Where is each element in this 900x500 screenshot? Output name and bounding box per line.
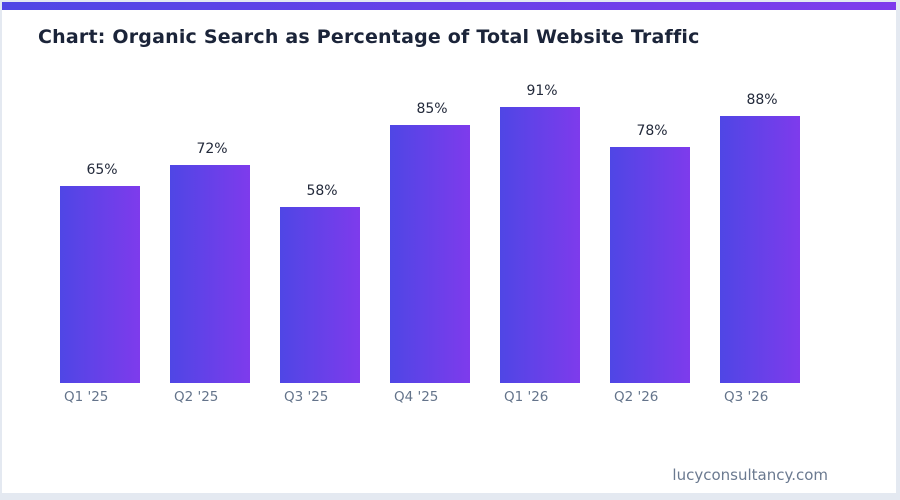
bar-chart-plot-area: 65% Q1 '25 72% Q2 '25 58% Q3 '25 85% Q4 '25 91% Q… <box>2 2 896 493</box>
bar <box>500 107 580 383</box>
chart-title: Chart: Organic Search as Percentage of T… <box>38 26 700 48</box>
bar-value-label: 85% <box>416 101 448 117</box>
x-axis-label: Q1 '26 <box>504 389 549 405</box>
bar-value-label: 65% <box>86 162 118 178</box>
x-axis-label: Q3 '25 <box>284 389 329 405</box>
bar-value-label: 91% <box>526 83 558 99</box>
x-axis-label: Q1 '25 <box>64 389 109 405</box>
x-axis-label: Q4 '25 <box>394 389 439 405</box>
bar <box>170 165 250 383</box>
bar-value-label: 58% <box>306 183 338 199</box>
x-axis-label: Q3 '26 <box>724 389 769 405</box>
footer-watermark: lucyconsultancy.com <box>672 466 828 484</box>
bar <box>610 147 690 383</box>
bar <box>60 186 140 383</box>
bar <box>390 125 470 383</box>
accent-bar <box>2 2 896 10</box>
bar-value-label: 72% <box>196 141 228 157</box>
x-axis-label: Q2 '25 <box>174 389 219 405</box>
bar <box>280 207 360 383</box>
bar <box>720 116 800 383</box>
x-axis-label: Q2 '26 <box>614 389 659 405</box>
bar-value-label: 88% <box>746 92 778 108</box>
bar-value-label: 78% <box>636 123 668 139</box>
chart-card: Chart: Organic Search as Percentage of T… <box>2 2 896 493</box>
